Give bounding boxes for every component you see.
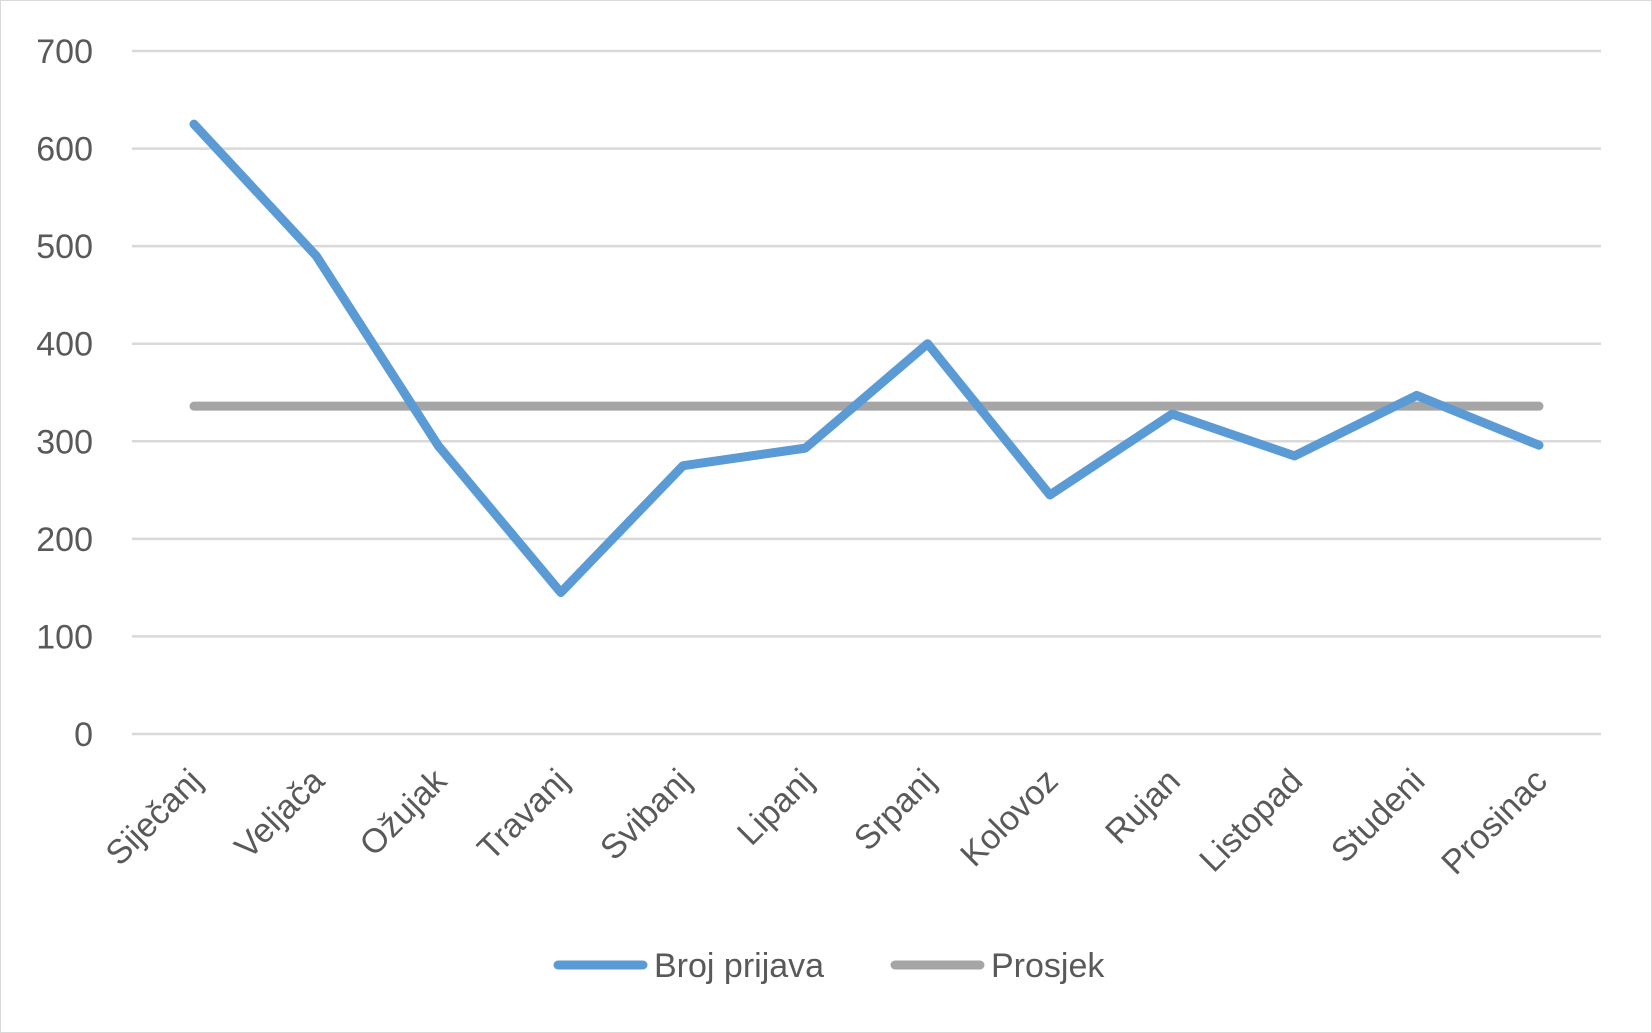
legend-label-0: Broj prijava xyxy=(654,947,824,985)
x-tick-label: Ožujak xyxy=(353,761,455,863)
y-tick-label: 400 xyxy=(36,326,93,364)
x-tick-label: Veljača xyxy=(228,762,332,866)
x-tick-label: Kolovoz xyxy=(953,762,1065,874)
y-tick-label: 300 xyxy=(36,423,93,461)
y-tick-label: 600 xyxy=(36,131,93,169)
x-tick-label: Prosinac xyxy=(1434,762,1554,882)
x-tick-label: Svibanj xyxy=(593,762,699,868)
y-tick-label: 100 xyxy=(36,618,93,656)
y-tick-label: 200 xyxy=(36,521,93,559)
x-tick-label: Srpanj xyxy=(847,762,943,858)
y-axis-ticks: 0 100 200 300 400 500 600 700 xyxy=(36,33,93,754)
x-tick-label: Siječanj xyxy=(99,762,210,873)
x-tick-label: Listopad xyxy=(1192,762,1310,880)
x-tick-label: Rujan xyxy=(1098,762,1188,852)
y-tick-label: 500 xyxy=(36,228,93,266)
y-tick-label: 0 xyxy=(74,716,93,754)
series-line-0 xyxy=(189,119,1544,598)
y-tick-label: 700 xyxy=(36,33,93,71)
x-tick-label: Travanj xyxy=(470,762,576,868)
x-tick-label: Studeni xyxy=(1324,762,1432,870)
x-axis-ticks: Siječanj Veljača Ožujak Travanj Svibanj Lipan… xyxy=(99,761,1555,882)
legend: Broj prijava Prosjek xyxy=(553,947,1105,985)
legend-label-1: Prosjek xyxy=(991,947,1105,985)
series-lines xyxy=(189,119,1544,598)
x-tick-label: Lipanj xyxy=(730,762,821,853)
